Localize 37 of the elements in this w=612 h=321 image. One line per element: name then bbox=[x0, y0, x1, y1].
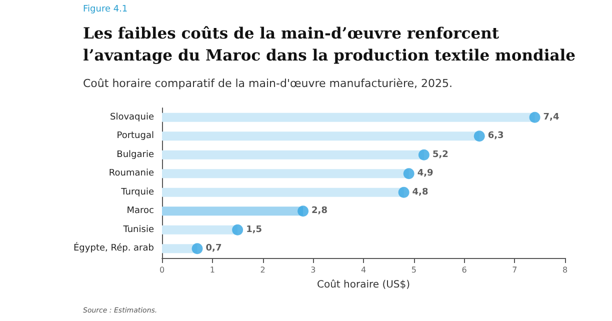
x-tick-label: 2 bbox=[260, 266, 266, 274]
data-label: 4,9 bbox=[417, 168, 434, 179]
x-tick-label: 5 bbox=[411, 266, 416, 274]
data-label: 7,4 bbox=[543, 112, 560, 122]
y-tick-label: Slovaquie bbox=[110, 112, 154, 122]
x-tick-label: 6 bbox=[462, 266, 467, 274]
point bbox=[192, 243, 203, 254]
point bbox=[529, 112, 540, 123]
data-label: 0,7 bbox=[206, 244, 222, 254]
point bbox=[418, 149, 430, 160]
y-tick-label: Turquie bbox=[120, 187, 154, 198]
data-label: 5,2 bbox=[432, 150, 448, 160]
chart-title: Les faibles coûts de la main-d’œuvre renforcent l’avantage du Maroc dans la production textile mondiale bbox=[83, 24, 576, 64]
data-label: 6,3 bbox=[488, 131, 504, 142]
y-tick-label: Bulgarie bbox=[116, 150, 154, 160]
x-tick-label: 4 bbox=[360, 266, 366, 274]
y-tick-label: Égypte, Rép. arab bbox=[74, 242, 154, 254]
x-tick-label: 7 bbox=[512, 266, 518, 274]
data-label: 1,5 bbox=[246, 224, 262, 235]
y-tick-label: Roumanie bbox=[108, 168, 154, 179]
point bbox=[232, 224, 244, 236]
point bbox=[398, 186, 410, 198]
y-tick-label: Maroc bbox=[126, 206, 154, 216]
data-label: 4,8 bbox=[412, 187, 428, 198]
point bbox=[474, 130, 485, 142]
x-tick-label: 1 bbox=[210, 266, 215, 274]
point bbox=[298, 206, 309, 217]
data-label: 2,8 bbox=[312, 206, 328, 216]
x-tick-label: 0 bbox=[159, 266, 165, 274]
x-tick-label: 8 bbox=[562, 266, 568, 274]
x-tick-label: 3 bbox=[310, 266, 316, 274]
chart-subtitle: Coût horaire comparatif de la main-d'œuvre manufacturière, 2025. bbox=[83, 77, 452, 90]
caption: Figure 4.1 bbox=[83, 4, 128, 14]
y-tick-label: Portugal bbox=[116, 131, 154, 142]
x-axis-title: Coût horaire (US$) bbox=[316, 280, 410, 290]
point bbox=[403, 168, 414, 180]
y-tick-label: Tunisie bbox=[122, 224, 154, 235]
